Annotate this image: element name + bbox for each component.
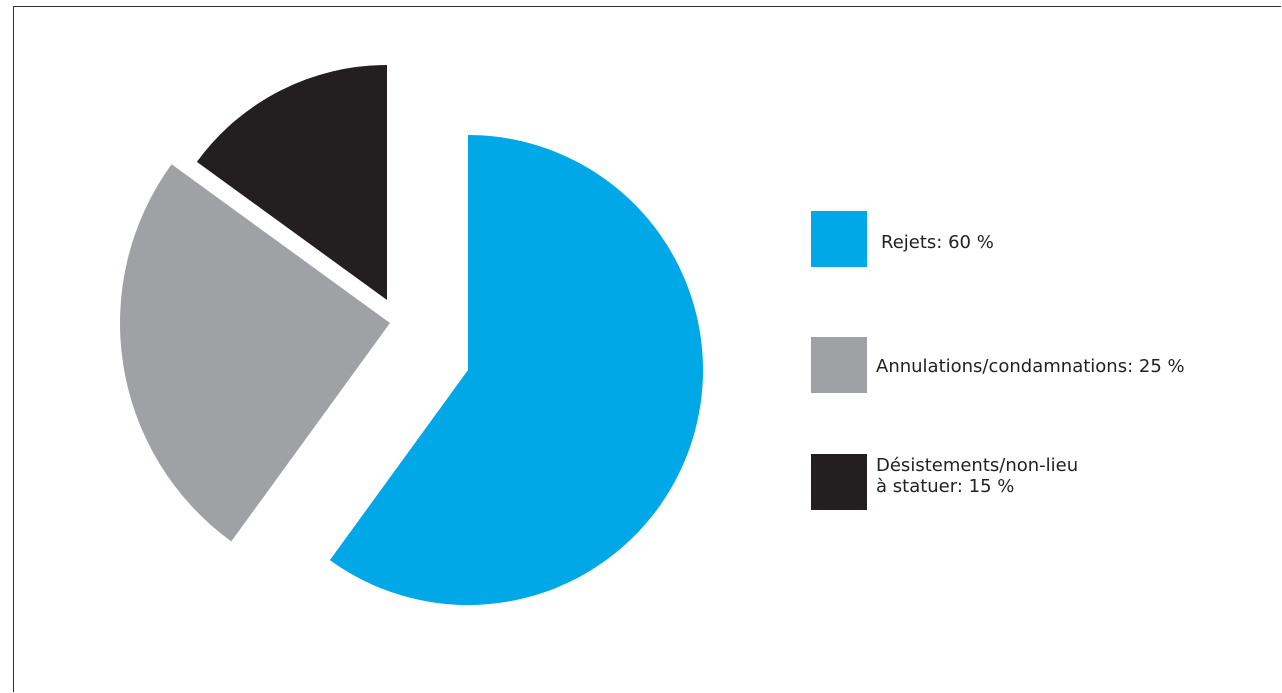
pie-slice-rejets <box>329 135 703 605</box>
legend-swatch-annulations <box>811 337 867 393</box>
legend-label-desistements: Désistements/non-lieu à statuer: 15 % <box>876 455 1079 497</box>
legend-swatch-rejets <box>811 211 867 267</box>
pie-slice-annulations <box>119 164 390 542</box>
legend-swatch-desistements <box>811 454 867 510</box>
pie-slice-desistements <box>196 65 387 300</box>
legend-label-annulations: Annulations/condamnations: 25 % <box>876 356 1185 377</box>
legend-label-rejets: Rejets: 60 % <box>881 232 994 253</box>
chart-frame <box>13 6 1281 692</box>
